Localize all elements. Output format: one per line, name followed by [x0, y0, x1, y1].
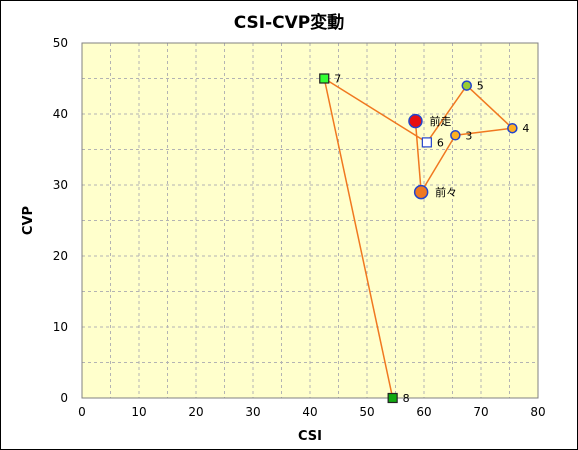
y-tick-label: 40	[53, 107, 68, 121]
data-point-circle	[507, 122, 518, 134]
x-tick-label: 0	[78, 405, 86, 419]
x-tick-label: 40	[302, 405, 317, 419]
plot-border	[81, 42, 539, 399]
x-tick-label: 80	[530, 405, 545, 419]
point-label: 8	[403, 392, 410, 405]
data-point-square	[387, 392, 398, 404]
point-label: 前々	[435, 185, 457, 199]
point-label: 7	[334, 73, 341, 86]
data-point-square	[319, 73, 330, 84]
x-tick-label: 50	[359, 405, 374, 419]
y-tick-label: 30	[53, 178, 68, 192]
data-point-circle	[413, 184, 429, 200]
path-segment	[420, 134, 456, 193]
point-label: 5	[477, 80, 484, 93]
point-label: 3	[465, 129, 472, 142]
path-segment	[323, 77, 428, 144]
point-label: 6	[437, 136, 444, 149]
y-tick-label: 0	[60, 391, 68, 405]
path-segment	[426, 85, 468, 143]
data-point-circle	[450, 130, 461, 141]
chart-title: CSI-CVP変動	[233, 13, 345, 33]
y-tick-label: 50	[53, 36, 68, 50]
point-label: 4	[522, 122, 529, 135]
data-points	[319, 73, 518, 404]
path-segment	[414, 121, 422, 193]
x-tick-label: 10	[131, 405, 146, 419]
path-segment	[455, 127, 513, 137]
y-tick-label: 20	[53, 249, 68, 263]
data-point-circle	[408, 113, 423, 129]
path-segment	[466, 85, 513, 129]
x-tick-label: 30	[245, 405, 260, 419]
x-tick-label: 20	[188, 405, 203, 419]
series-path	[323, 77, 513, 399]
x-axis-title: CSI	[298, 429, 322, 444]
path-segment	[323, 78, 394, 399]
data-point-square	[421, 137, 432, 148]
y-tick-label: 10	[53, 320, 68, 334]
grid	[82, 43, 538, 398]
x-tick-label: 70	[473, 405, 488, 419]
y-axis-title: CVP	[21, 206, 36, 235]
data-point-circle	[461, 80, 472, 91]
x-tick-label: 60	[416, 405, 431, 419]
point-label: 前走	[429, 114, 451, 128]
tick-labels: 0 10 20 30 40 50 60 70 80 0 10 20 30 40 50	[53, 36, 546, 419]
